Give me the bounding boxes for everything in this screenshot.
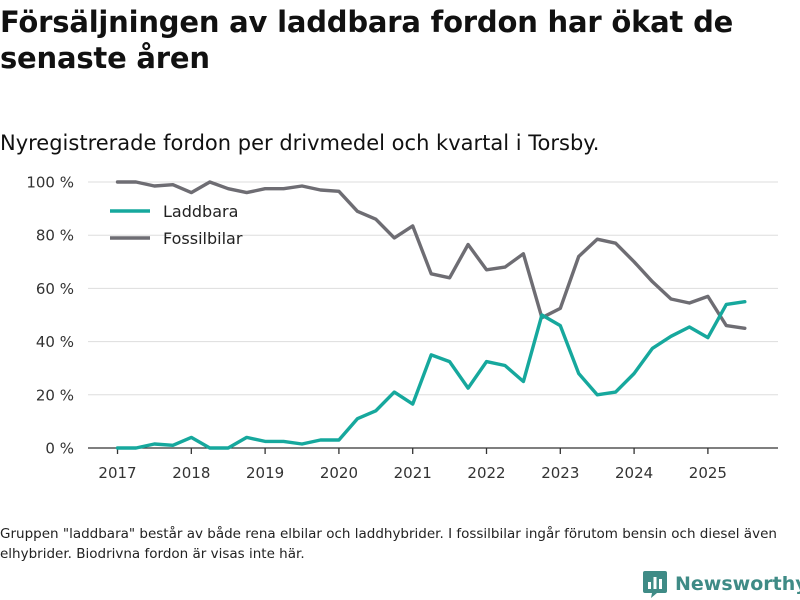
- brand-logo[interactable]: Newsworthy: [642, 568, 800, 600]
- legend-label-laddbara: Laddbara: [163, 202, 238, 221]
- x-tick-label: 2023: [541, 464, 579, 482]
- x-tick-label: 2020: [320, 464, 358, 482]
- x-tick-label: 2019: [246, 464, 284, 482]
- y-tick-label: 60 %: [36, 280, 74, 298]
- chart-title: Försäljningen av laddbara fordon har öka…: [0, 5, 734, 75]
- newsworthy-logo-icon: [643, 571, 667, 598]
- y-tick-label: 80 %: [36, 227, 74, 245]
- y-tick-label: 40 %: [36, 333, 74, 351]
- legend-label-fossilbilar: Fossilbilar: [163, 229, 243, 248]
- footnote: Gruppen "laddbara" består av både rena e…: [0, 526, 777, 562]
- x-tick-label: 2022: [467, 464, 505, 482]
- chart-subtitle: Nyregistrerade fordon per drivmedel och …: [0, 131, 600, 155]
- y-tick-label: 0 %: [45, 440, 74, 458]
- line-chart: 0 % 20 % 40 % 60 % 80 % 100 % 2017 2018 2019 2020…: [26, 174, 778, 482]
- x-tick-label: 2021: [394, 464, 432, 482]
- series-line-fossilbilar: [115, 180, 747, 330]
- y-tick-label: 100 %: [26, 174, 74, 192]
- x-tick-label: 2018: [172, 464, 210, 482]
- x-tick-label: 2017: [98, 464, 136, 482]
- x-tick-label: 2025: [689, 464, 727, 482]
- x-tick-label: 2024: [615, 464, 653, 482]
- series-line-laddbara: [115, 300, 747, 450]
- brand-name: Newsworthy: [675, 573, 800, 595]
- y-tick-label: 20 %: [36, 386, 74, 404]
